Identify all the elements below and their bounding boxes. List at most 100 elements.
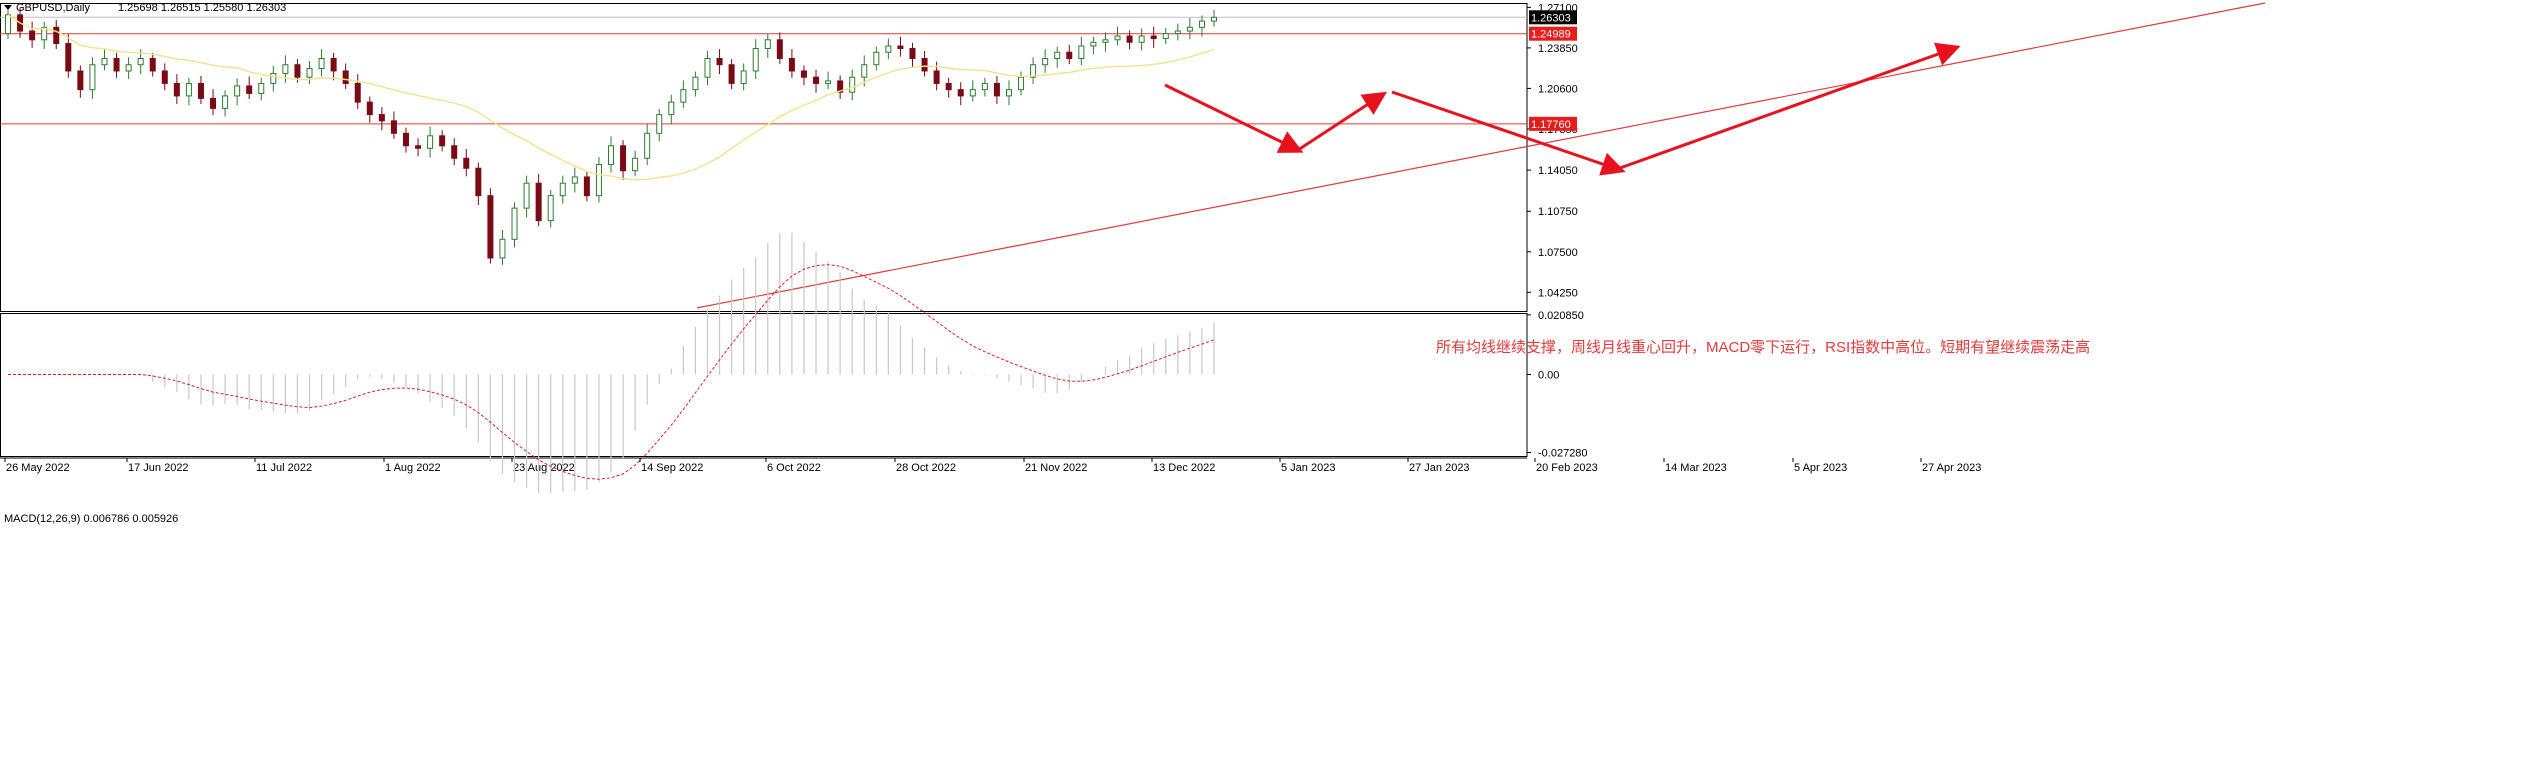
candle-body: [125, 64, 132, 72]
time-tick-label: 6 Oct 2022: [767, 462, 821, 474]
candle-body: [1054, 51, 1061, 59]
candle-body: [390, 120, 397, 134]
candle-body: [1102, 39, 1109, 43]
candle-body: [632, 157, 639, 172]
candle-body: [210, 97, 217, 109]
candle-body: [909, 48, 916, 59]
time-tick-label: 17 Jun 2022: [128, 462, 189, 474]
candle-body: [559, 182, 566, 197]
time-tick-label: 13 Dec 2022: [1153, 462, 1215, 474]
symbol-label: GBPUSD,Daily: [16, 2, 90, 14]
price-pane-border: [0, 3, 1528, 312]
candle-body: [1162, 33, 1169, 40]
time-tick-label: 26 May 2022: [6, 462, 70, 474]
candle-body: [957, 89, 964, 97]
candle-body: [1114, 35, 1121, 41]
candle-body: [197, 82, 204, 99]
candle-body: [523, 182, 530, 209]
candle-body: [137, 57, 144, 66]
candle-body: [234, 85, 241, 97]
candle-body: [945, 82, 952, 91]
candle-body: [776, 39, 783, 59]
candle-body: [1005, 89, 1012, 97]
candle-body: [270, 72, 277, 84]
candle-body: [499, 238, 506, 259]
level-price-tag-label: 1.24989: [1531, 29, 1571, 41]
candle-body: [282, 64, 289, 74]
candle-body: [402, 132, 409, 147]
dropdown-triangle-icon[interactable]: [4, 5, 12, 10]
candle-body: [1174, 30, 1181, 35]
candle-body: [41, 26, 48, 41]
candle-body: [608, 145, 614, 165]
time-tick-label: 21 Nov 2022: [1025, 462, 1087, 474]
time-tick-label: 27 Jan 2023: [1409, 462, 1470, 474]
trend-arrow: [1164, 83, 1304, 153]
candle-body: [354, 82, 361, 103]
price-tick-label: 1.23850: [1538, 43, 1578, 55]
candle-body: [668, 101, 675, 116]
macd-tick-label: 0.00: [1538, 369, 1559, 381]
candle-body: [595, 163, 602, 197]
candle-body: [487, 195, 494, 259]
candle-body: [921, 57, 928, 72]
price-tick-label: 1.14050: [1538, 165, 1578, 177]
candle-body: [764, 39, 771, 50]
candle-body: [415, 145, 422, 149]
candle-body: [439, 135, 446, 147]
price-tick-label: 1.07500: [1538, 247, 1578, 259]
candle-body: [258, 82, 265, 94]
macd-label: MACD(12,26,9) 0.006786 0.005926: [4, 513, 178, 525]
candle-body: [800, 70, 807, 78]
trend-arrow: [1297, 91, 1388, 152]
candle-body: [306, 67, 313, 78]
macd-signal-line: [8, 264, 1215, 480]
macd-tick-label: 0.020850: [1538, 310, 1584, 322]
candle-body: [535, 182, 542, 222]
candle-body: [897, 45, 904, 50]
candle-body: [342, 70, 349, 84]
candle-body: [740, 70, 747, 84]
candle-body: [825, 80, 832, 84]
candle-body: [318, 57, 325, 69]
candle-body: [1150, 35, 1157, 40]
trendline: [696, 2, 2266, 309]
candle-body: [1198, 20, 1205, 28]
candle-body: [873, 51, 880, 66]
candle-body: [1066, 51, 1073, 59]
candle-body: [185, 82, 192, 97]
candle-body: [475, 167, 482, 197]
candle-body: [1138, 35, 1145, 43]
candle-body: [511, 207, 518, 240]
current-price-tag: [1529, 10, 1577, 25]
time-tick-label: 23 Aug 2022: [513, 462, 575, 474]
ohlc-values: 1.25698 1.26515 1.25580 1.26303: [118, 2, 286, 14]
candle-body: [1042, 57, 1049, 66]
candle-body: [933, 70, 940, 84]
time-tick-label: 1 Aug 2022: [385, 462, 441, 474]
candle-body: [29, 30, 36, 41]
time-tick-label: 5 Apr 2023: [1794, 462, 1847, 474]
chart-annotation: 所有均线继续支撑，周线月线重心回升，MACD零下运行，RSI指数中高位。短期有望…: [1436, 339, 2090, 356]
candle-body: [993, 82, 1000, 97]
candle-body: [1211, 16, 1217, 22]
candle-body: [53, 26, 60, 45]
price-pane: [0, 3, 1528, 312]
candle-body: [65, 43, 72, 72]
candle-body: [1018, 76, 1025, 91]
candle-body: [752, 48, 759, 72]
candle-body: [101, 57, 108, 66]
candle-body: [704, 57, 711, 78]
candle-body: [1030, 64, 1037, 78]
candle-body: [571, 176, 578, 184]
candle-body: [680, 89, 687, 103]
candle-body: [885, 45, 892, 53]
time-tick-label: 11 Jul 2022: [256, 462, 312, 474]
candle-body: [89, 64, 96, 91]
price-tick-label: 1.04250: [1538, 287, 1578, 299]
time-tick-label: 14 Mar 2023: [1665, 462, 1727, 474]
candle-body: [728, 64, 735, 84]
current-price-tag-label: 1.26303: [1531, 12, 1571, 24]
time-tick-label: 5 Jan 2023: [1281, 462, 1335, 474]
